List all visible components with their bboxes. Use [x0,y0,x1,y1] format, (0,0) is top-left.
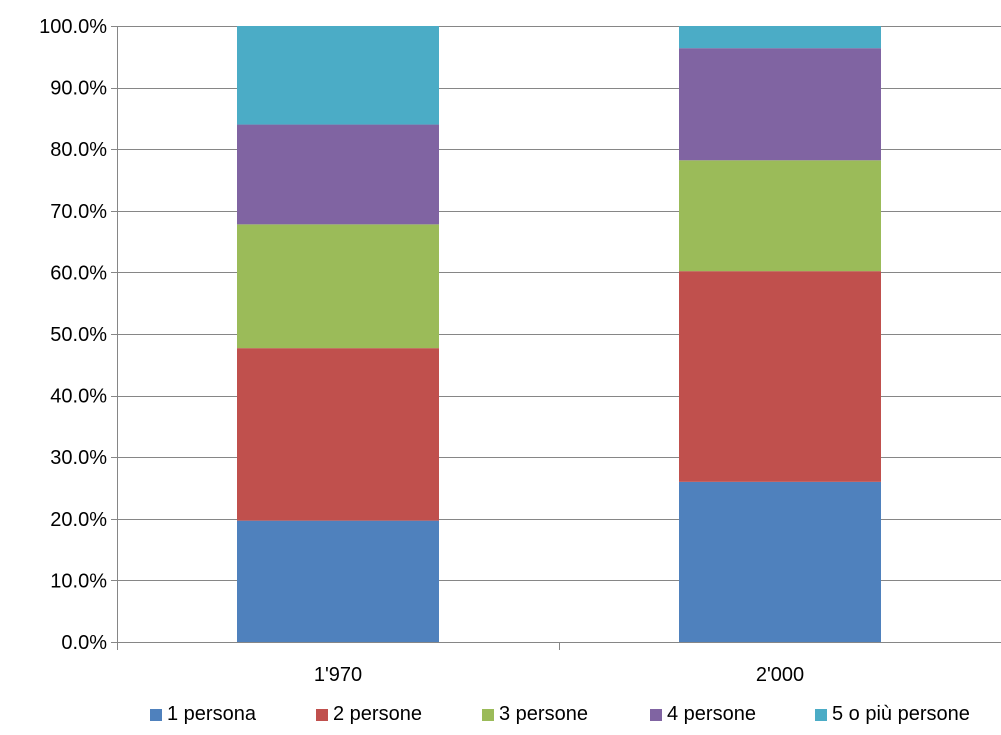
x-tick-label: 2'000 [756,664,804,686]
legend-item: 3 persone [482,703,588,726]
y-tick-label: 50.0% [50,324,107,346]
y-tick-label: 90.0% [50,78,107,100]
y-tick-label: 0.0% [61,632,107,654]
bar-segment [237,348,439,521]
x-tick-labels: 1'970 2'000 [314,664,804,686]
legend: 1 persona 2 persone 3 persone 4 persone 5 o … [0,703,1001,735]
y-tick-label: 70.0% [50,201,107,223]
bar-segment [679,160,881,272]
bar-segment [237,124,439,225]
x-tick-label: 1'970 [314,664,362,686]
legend-swatch [316,708,328,721]
legend-label: 2 persone [333,703,422,725]
y-tick-label: 20.0% [50,509,107,531]
bar-segment [679,26,881,49]
y-tick-label: 10.0% [50,570,107,592]
legend-item: 5 o più persone [815,703,970,726]
y-tick-label: 40.0% [50,386,107,408]
bar-segment [679,481,881,642]
legend-swatch [815,708,827,721]
bar-segment [237,26,439,125]
legend-swatch [482,708,494,721]
y-tick-labels: 0.0% 10.0% 20.0% 30.0% 40.0% 50.0% 60.0% 70.0% 8… [39,16,107,654]
legend-item: 4 persone [650,703,756,726]
legend-swatch [650,708,662,721]
legend-label: 3 persone [499,703,588,725]
bar-segment [679,48,881,161]
y-tick-label: 100.0% [39,16,107,38]
bar-segment [237,520,439,642]
legend-swatch [150,708,162,721]
legend-label: 1 persona [167,703,256,725]
axes [111,26,1001,650]
legend-item: 1 persona [150,703,256,726]
legend-label: 4 persone [667,703,756,725]
legend-item: 2 persone [316,703,422,726]
y-tick-label: 30.0% [50,447,107,469]
y-tick-label: 80.0% [50,139,107,161]
legend-label: 5 o più persone [832,703,970,725]
stacked-bar-chart: 0.0% 10.0% 20.0% 30.0% 40.0% 50.0% 60.0% 70.0% 8… [39,16,1001,686]
bars [237,26,881,642]
bar-segment [237,224,439,349]
bar-segment [679,271,881,482]
y-tick-label: 60.0% [50,262,107,284]
